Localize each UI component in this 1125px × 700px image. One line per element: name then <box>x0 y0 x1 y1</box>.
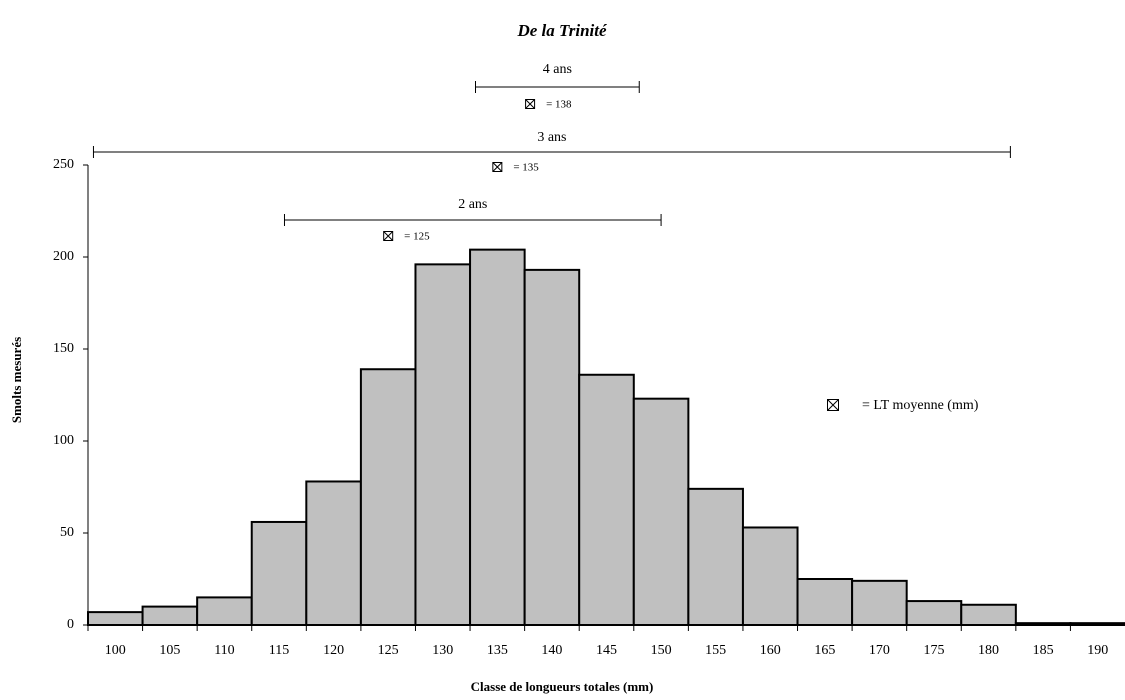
x-tick-label: 140 <box>541 643 562 658</box>
y-tick-label: 0 <box>67 617 74 632</box>
bar <box>196 596 253 627</box>
range-label: 2 ans <box>458 197 487 212</box>
bar <box>414 263 472 626</box>
mean-label: = 135 <box>513 162 539 174</box>
bar <box>141 605 199 626</box>
bar <box>523 268 581 626</box>
bar <box>960 603 1017 627</box>
y-tick-label: 250 <box>53 157 74 172</box>
bar <box>632 397 690 626</box>
x-tick-label: 170 <box>869 643 890 658</box>
x-tick-label: 115 <box>269 643 289 658</box>
mean-marker-box <box>383 231 394 241</box>
bar <box>796 578 854 626</box>
bar <box>578 373 635 627</box>
x-tick-label: 100 <box>105 643 126 658</box>
mean-marker-cross <box>383 231 394 241</box>
bar <box>687 487 744 626</box>
bar <box>87 611 144 626</box>
mean-marker-box <box>492 162 503 172</box>
mean-marker-box <box>525 99 536 109</box>
bar <box>469 248 526 626</box>
y-tick-label: 200 <box>53 249 74 264</box>
mean-marker-box <box>827 399 839 411</box>
x-tick-label: 165 <box>814 643 835 658</box>
x-tick-label: 150 <box>651 643 672 658</box>
x-tick-label: 145 <box>596 643 617 658</box>
x-tick-label: 120 <box>323 643 344 658</box>
x-tick-label: 175 <box>923 643 944 658</box>
range-label: 3 ans <box>537 130 566 145</box>
mean-label: = 138 <box>546 99 572 111</box>
bar <box>905 600 963 627</box>
legend-label: = LT moyenne (mm) <box>862 398 979 413</box>
bar <box>851 579 908 627</box>
bar <box>250 520 308 627</box>
bar <box>741 526 799 626</box>
x-tick-label: 155 <box>705 643 726 658</box>
range-label: 4 ans <box>543 62 572 77</box>
chart-title: De la Trinité <box>516 21 608 40</box>
x-tick-label: 125 <box>378 643 399 658</box>
y-axis-title: Smolts mesurés <box>9 337 24 423</box>
mean-label: = 125 <box>404 231 430 243</box>
x-tick-label: 110 <box>214 643 234 658</box>
x-tick-label: 160 <box>760 643 781 658</box>
x-tick-label: 180 <box>978 643 999 658</box>
y-tick-label: 150 <box>53 341 74 356</box>
y-tick-label: 100 <box>53 433 74 448</box>
mean-marker-cross <box>827 399 839 411</box>
x-tick-label: 190 <box>1087 643 1108 658</box>
x-axis-title: Classe de longueurs totales (mm) <box>471 679 654 694</box>
x-tick-label: 185 <box>1033 643 1054 658</box>
y-tick-label: 50 <box>60 525 74 540</box>
x-tick-label: 135 <box>487 643 508 658</box>
mean-marker-cross <box>525 99 535 109</box>
mean-marker-cross <box>492 162 503 172</box>
x-tick-label: 130 <box>432 643 453 658</box>
bar <box>359 368 417 626</box>
bar <box>305 480 362 627</box>
x-tick-label: 105 <box>159 643 180 658</box>
